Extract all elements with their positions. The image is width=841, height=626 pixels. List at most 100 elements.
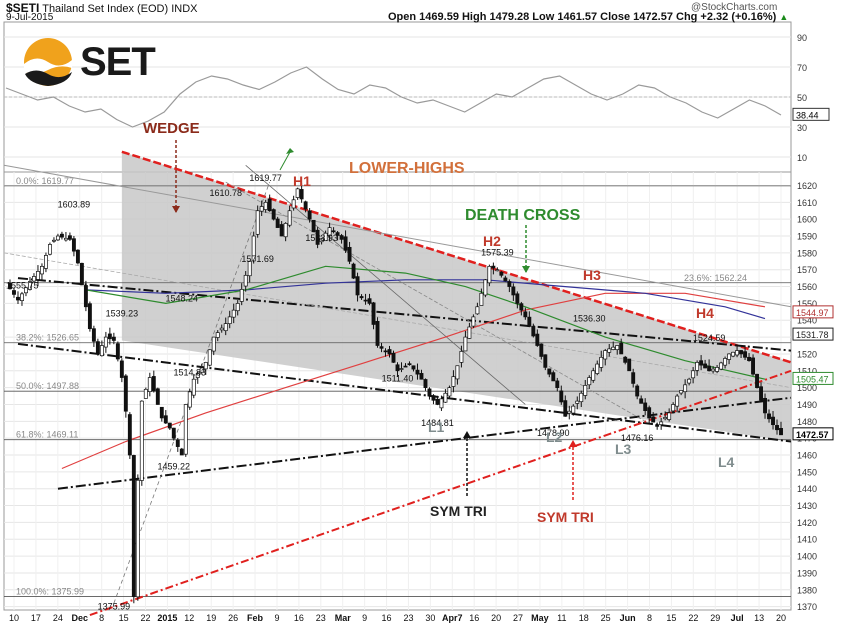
candle-body <box>123 375 128 412</box>
candle-body <box>135 479 140 598</box>
price-tick-label: 1460 <box>797 451 817 461</box>
candle-body <box>247 260 252 277</box>
price-tick-label: 1450 <box>797 467 817 477</box>
candle-body <box>243 274 248 287</box>
candle-body <box>419 373 424 380</box>
candle-body <box>327 227 332 237</box>
price-point-label: 1619.77 <box>249 173 282 183</box>
candle-body <box>83 285 88 308</box>
candle-body <box>431 395 436 401</box>
candle-body <box>211 336 216 352</box>
fib-label: 23.6%: 1562.24 <box>684 273 747 283</box>
candle-body <box>627 358 632 372</box>
candle-body <box>695 362 700 371</box>
candle-body <box>271 209 276 220</box>
price-point-label: 1610.78 <box>209 188 242 198</box>
candle-body <box>91 328 96 342</box>
candle-body <box>111 336 116 341</box>
right-value-box <box>792 371 834 385</box>
candle-body <box>503 277 508 282</box>
price-tick-label: 1620 <box>797 181 817 191</box>
price-tick-label: 1390 <box>797 568 817 578</box>
price-point-label: 1478.90 <box>537 428 570 438</box>
price-point-label: 1476.16 <box>621 433 654 443</box>
candle-body <box>63 237 68 241</box>
price-point-label: 1484.81 <box>421 418 454 428</box>
candle-body <box>187 391 192 408</box>
candle-body <box>591 370 596 381</box>
candle-body <box>307 210 312 220</box>
candle-body <box>295 188 300 198</box>
price-point-label: 1459.22 <box>158 461 191 471</box>
candle-body <box>255 210 260 235</box>
right-value-label: 1472.57 <box>796 430 829 440</box>
candle-body <box>351 263 356 279</box>
candle-body <box>615 345 620 351</box>
candle-body <box>703 363 708 369</box>
candle-body <box>763 397 767 414</box>
candle-body <box>379 346 384 349</box>
candle-body <box>131 455 136 597</box>
price-tick-label: 1550 <box>797 299 817 309</box>
candle-body <box>487 265 492 284</box>
logo-text: SET <box>80 40 156 84</box>
x-tick-label: 16 <box>294 613 304 623</box>
candle-body <box>527 316 532 327</box>
candle-body <box>523 311 528 318</box>
price-point-label: 1514.83 <box>173 368 206 378</box>
candle-body <box>275 218 280 228</box>
candle-body <box>339 235 344 240</box>
candle-body <box>739 350 744 355</box>
x-tick-label: 26 <box>228 613 238 623</box>
candle-body <box>199 367 204 373</box>
annotation-label: L4 <box>718 454 735 470</box>
candle-body <box>263 201 268 210</box>
candle-body <box>555 380 560 388</box>
candle-body <box>203 362 208 370</box>
candle-body <box>283 223 288 238</box>
candle-body <box>479 292 484 306</box>
candle-body <box>575 400 580 404</box>
wedge-mid-line <box>17 277 792 352</box>
candle-body <box>483 279 488 296</box>
candle-body <box>75 249 80 264</box>
price-point-label: 1524.59 <box>693 333 726 343</box>
candle-body <box>47 244 52 255</box>
candle-body <box>663 417 668 420</box>
candle-body <box>491 265 496 269</box>
x-tick-label: Mar <box>335 613 352 623</box>
price-point-label: 1539.23 <box>106 309 139 319</box>
candle-body <box>40 265 44 275</box>
candle-body <box>239 289 244 302</box>
right-value-box <box>792 327 834 341</box>
candle-body <box>363 299 368 302</box>
price-tick-label: 1480 <box>797 417 817 427</box>
indicator-tick-label: 10 <box>797 153 807 163</box>
set-logo: SET <box>22 34 156 90</box>
price-tick-label: 1540 <box>797 316 817 326</box>
annotation-label: DEATH CROSS <box>465 207 581 224</box>
candle-body <box>603 350 608 360</box>
candle-body <box>179 448 184 456</box>
price-point-label: 1583.93 <box>305 233 338 243</box>
price-tick-label: 1410 <box>797 535 817 545</box>
candle-body <box>731 351 736 357</box>
candle-body <box>447 387 452 397</box>
candle-body <box>43 255 48 269</box>
right-value-label: 1531.78 <box>796 330 829 340</box>
candle-body <box>599 356 604 368</box>
price-tick-label: 1400 <box>797 552 817 562</box>
candle-body <box>8 282 12 290</box>
candle-body <box>715 367 720 372</box>
annotation-label: SYM TRI <box>430 503 487 519</box>
candle-body <box>435 398 440 405</box>
candle-body <box>679 390 684 394</box>
candle-body <box>24 287 28 294</box>
candle-body <box>691 370 696 379</box>
right-value-label: 1544.97 <box>796 308 829 318</box>
price-tick-label: 1610 <box>797 198 817 208</box>
candle-body <box>399 368 404 370</box>
price-point-label: 1571.69 <box>241 254 274 264</box>
candle-body <box>567 410 572 414</box>
